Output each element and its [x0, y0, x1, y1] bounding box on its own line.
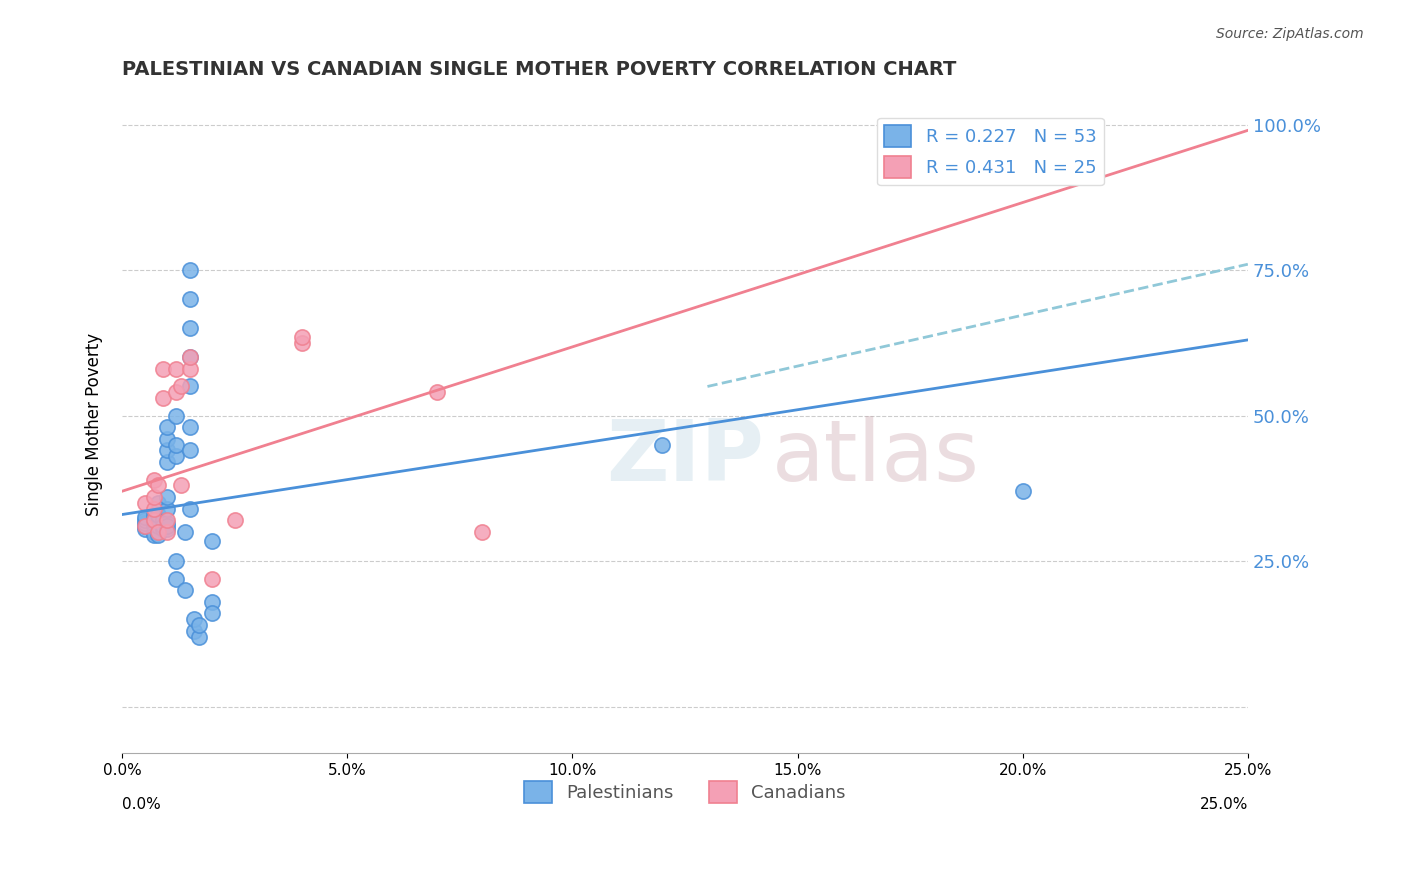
Canadians	[426, 385, 449, 400]
Palestinians	[142, 524, 165, 539]
Canadians	[291, 330, 314, 344]
Palestinians	[134, 516, 156, 531]
Canadians	[134, 519, 156, 533]
Palestinians	[146, 516, 169, 531]
Canadians	[142, 473, 165, 487]
Palestinians	[134, 519, 156, 533]
Palestinians	[179, 263, 201, 277]
Palestinians	[187, 630, 209, 644]
Text: PALESTINIAN VS CANADIAN SINGLE MOTHER POVERTY CORRELATION CHART: PALESTINIAN VS CANADIAN SINGLE MOTHER PO…	[122, 60, 956, 78]
Palestinians	[146, 496, 169, 510]
Palestinians	[179, 420, 201, 434]
Palestinians	[179, 292, 201, 306]
Canadians	[156, 513, 179, 527]
Palestinians	[651, 438, 673, 452]
Text: Source: ZipAtlas.com: Source: ZipAtlas.com	[1216, 27, 1364, 41]
Text: 0.0%: 0.0%	[122, 797, 160, 812]
Palestinians	[179, 501, 201, 516]
Palestinians	[165, 554, 187, 568]
Palestinians	[165, 438, 187, 452]
Palestinians	[134, 513, 156, 527]
Palestinians	[142, 516, 165, 531]
Palestinians	[134, 519, 156, 533]
Palestinians	[146, 528, 169, 542]
Canadians	[142, 513, 165, 527]
Palestinians	[142, 508, 165, 522]
Palestinians	[152, 522, 174, 536]
Palestinians	[201, 595, 224, 609]
Canadians	[142, 490, 165, 504]
Palestinians	[152, 513, 174, 527]
Palestinians	[142, 519, 165, 533]
Canadians	[156, 524, 179, 539]
Canadians	[471, 524, 494, 539]
Canadians	[146, 478, 169, 492]
Palestinians	[156, 501, 179, 516]
Canadians	[291, 335, 314, 350]
Canadians	[142, 501, 165, 516]
Palestinians	[165, 572, 187, 586]
Canadians	[152, 362, 174, 376]
Text: 25.0%: 25.0%	[1199, 797, 1249, 812]
Canadians	[1011, 135, 1033, 149]
Canadians	[224, 513, 246, 527]
Canadians	[169, 478, 191, 492]
Canadians	[169, 379, 191, 393]
Palestinians	[201, 533, 224, 548]
Y-axis label: Single Mother Poverty: Single Mother Poverty	[86, 333, 103, 516]
Palestinians	[183, 612, 205, 626]
Canadians	[201, 572, 224, 586]
Palestinians	[179, 351, 201, 365]
Palestinians	[174, 524, 197, 539]
Palestinians	[146, 508, 169, 522]
Palestinians	[156, 490, 179, 504]
Palestinians	[152, 519, 174, 533]
Canadians	[165, 362, 187, 376]
Canadians	[165, 385, 187, 400]
Canadians	[134, 496, 156, 510]
Palestinians	[156, 432, 179, 446]
Palestinians	[142, 513, 165, 527]
Palestinians	[156, 522, 179, 536]
Canadians	[152, 391, 174, 405]
Text: ZIP: ZIP	[606, 416, 763, 499]
Palestinians	[156, 519, 179, 533]
Text: atlas: atlas	[772, 416, 980, 499]
Palestinians	[146, 519, 169, 533]
Palestinians	[134, 522, 156, 536]
Palestinians	[183, 624, 205, 638]
Palestinians	[179, 443, 201, 458]
Palestinians	[134, 510, 156, 524]
Legend: Palestinians, Canadians: Palestinians, Canadians	[517, 773, 852, 810]
Palestinians	[179, 321, 201, 335]
Canadians	[179, 351, 201, 365]
Canadians	[179, 362, 201, 376]
Palestinians	[156, 443, 179, 458]
Palestinians	[142, 528, 165, 542]
Palestinians	[179, 379, 201, 393]
Palestinians	[1011, 484, 1033, 499]
Canadians	[146, 524, 169, 539]
Palestinians	[187, 618, 209, 632]
Palestinians	[156, 455, 179, 469]
Palestinians	[156, 420, 179, 434]
Palestinians	[165, 450, 187, 464]
Palestinians	[174, 583, 197, 598]
Palestinians	[165, 409, 187, 423]
Palestinians	[201, 607, 224, 621]
Palestinians	[156, 516, 179, 531]
